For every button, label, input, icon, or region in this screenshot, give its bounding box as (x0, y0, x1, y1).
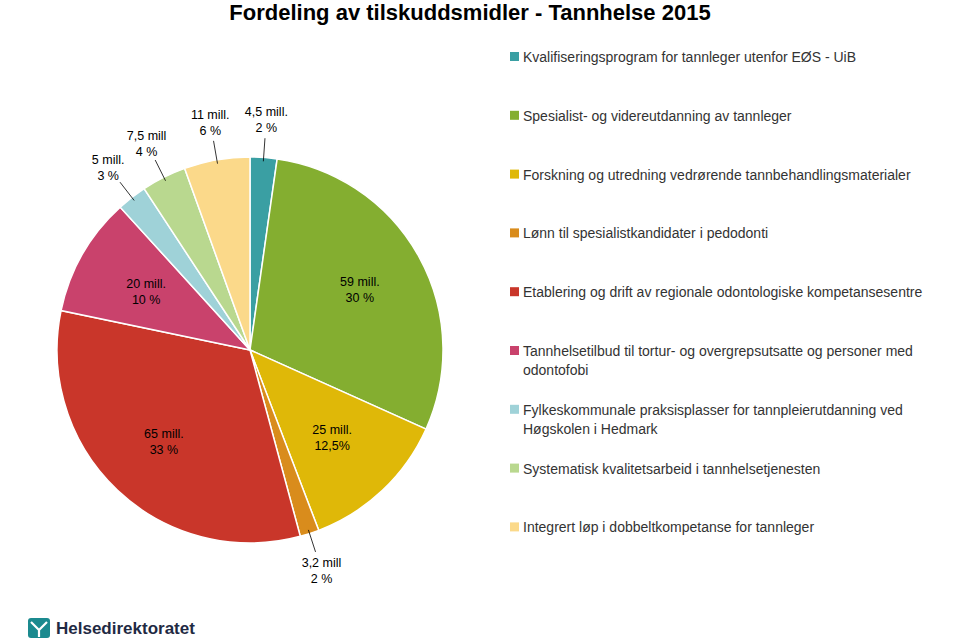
data-labels: 4,5 mill. 2 % 59 mill. 30 % 25 mill. 12,5% 3,2… (92, 105, 380, 586)
title: Fordeling av tilskuddsmidler - Tannhelse… (229, 0, 710, 25)
legend-swatch (510, 287, 519, 296)
leader-line (120, 182, 134, 200)
legend-entry: Kvalifiseringsprogram for tannleger uten… (523, 49, 856, 65)
value-label: 65 mill. (144, 427, 184, 441)
percentage-label: 2 % (256, 121, 278, 135)
legend: Kvalifiseringsprogram for tannleger uten… (510, 49, 922, 535)
value-label: 25 mill. (312, 423, 352, 437)
value-label: 11 mill. (191, 108, 230, 122)
logo-text: Helsedirektoratet (56, 619, 195, 638)
legend-entry: Spesialist- og videreutdanning av tannle… (523, 108, 792, 124)
value-label: 3,2 mill (302, 556, 342, 570)
pie (57, 157, 443, 543)
data-label: 3,2 mill 2 % (302, 556, 342, 586)
data-label: 4,5 mill. 2 % (245, 105, 288, 135)
percentage-label: 33 % (150, 443, 179, 457)
data-label: 59 mill. 30 % (340, 275, 380, 305)
percentage-label: 2 % (311, 572, 333, 586)
leader-line (214, 141, 218, 164)
pie-slice (57, 311, 300, 543)
value-label: 4,5 mill. (245, 105, 288, 119)
legend-entry: Systematisk kvalitetsarbeid i tannhelset… (523, 461, 820, 477)
data-label: 25 mill. 12,5% (312, 423, 352, 453)
legend-swatch (510, 111, 519, 120)
pie-slice (185, 157, 250, 350)
leader-line (263, 138, 265, 161)
legend-swatch (510, 464, 519, 473)
logo: Helsedirektoratet (28, 618, 195, 638)
percentage-label: 10 % (132, 293, 161, 307)
data-label: 65 mill. 33 % (144, 427, 184, 457)
chart: Fordeling av tilskuddsmidler - Tannhelse… (0, 0, 960, 640)
logo-icon (28, 618, 50, 638)
data-label: 11 mill. 6 % (191, 108, 230, 138)
data-label: 5 mill. 3 % (92, 153, 125, 183)
leader-line (308, 530, 315, 552)
percentage-label: 3 % (97, 169, 119, 183)
data-label: 7,5 mill 4 % (127, 129, 167, 159)
legend-entry: Integrert løp i dobbeltkompetanse for ta… (523, 519, 814, 535)
legend-swatch (510, 405, 519, 414)
value-label: 59 mill. (340, 275, 380, 289)
legend-swatch (510, 228, 519, 237)
data-label: 20 mill. 10 % (126, 277, 166, 307)
value-label: 7,5 mill (127, 129, 167, 143)
legend-entry: Lønn til spesialistkandidater i pedodont… (523, 225, 768, 241)
legend-entry: Forskning og utredning vedrørende tannbe… (523, 167, 911, 183)
leader-line (155, 160, 165, 181)
value-label: 5 mill. (92, 153, 125, 167)
legend-swatch (510, 522, 519, 531)
value-label: 20 mill. (126, 277, 166, 291)
percentage-label: 6 % (199, 124, 221, 138)
legend-entry: Fylkeskommunale praksisplasser for tannp… (523, 402, 903, 437)
logo-icon-figure (31, 622, 47, 637)
percentage-label: 12,5% (314, 439, 349, 453)
legend-swatch (510, 170, 519, 179)
legend-entry: Etablering og drift av regionale odontol… (523, 284, 922, 300)
percentage-label: 4 % (136, 145, 158, 159)
legend-swatch (510, 52, 519, 61)
percentage-label: 30 % (346, 291, 375, 305)
legend-entry: Tannhelsetilbud til tortur- og overgreps… (523, 343, 913, 378)
legend-swatch (510, 346, 519, 355)
